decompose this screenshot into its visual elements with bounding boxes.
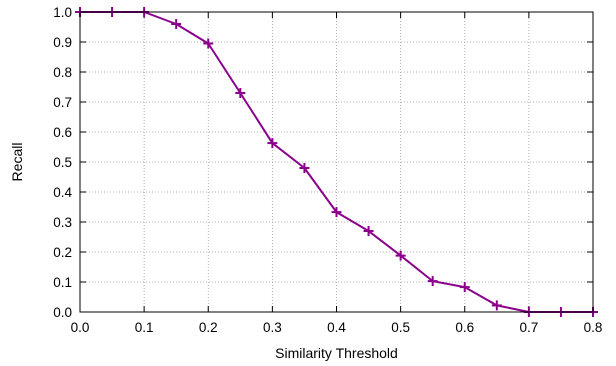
- plot-frame: [79, 11, 594, 313]
- y-tick-label: 0.9: [53, 35, 72, 50]
- data-point-marker: [427, 276, 438, 287]
- y-tick-labels: 0.0 0.1 0.2 0.3 0.4 0.5 0.6 0.7 0.8 0.9 1.0: [53, 5, 72, 320]
- y-axis-label: Recall: [9, 143, 25, 182]
- y-tick-label: 0.2: [53, 245, 72, 260]
- data-point-marker: [171, 19, 182, 29]
- x-tick-label: 0.6: [455, 320, 474, 335]
- data-point-marker: [267, 138, 278, 149]
- x-axis-label: Similarity Threshold: [275, 345, 398, 361]
- data-point-marker: [395, 250, 406, 261]
- grid: [80, 12, 593, 312]
- y-tick-label: 0.3: [53, 215, 72, 230]
- x-tick-label: 0.2: [199, 320, 218, 335]
- x-tick-label: 0.5: [391, 320, 410, 335]
- y-tick-label: 0.7: [53, 95, 72, 110]
- y-tick-label: 1.0: [53, 5, 72, 20]
- x-tick-labels: 0.0 0.1 0.2 0.3 0.4 0.5 0.6 0.7 0.8: [71, 320, 603, 335]
- y-tick-label: 0.0: [53, 305, 72, 320]
- data-point-marker: [299, 163, 310, 173]
- data-point-marker: [203, 38, 214, 49]
- x-tick-label: 0.1: [135, 320, 154, 335]
- y-tick-label: 0.4: [53, 185, 72, 200]
- data-point-marker: [331, 207, 342, 218]
- data-point-marker: [235, 88, 246, 98]
- data-point-marker: [459, 282, 470, 293]
- x-tick-label: 0.4: [327, 320, 346, 335]
- data-point-marker: [363, 226, 374, 236]
- y-tick-label: 0.1: [53, 275, 72, 290]
- x-tick-label: 0.3: [263, 320, 282, 335]
- y-tick-label: 0.5: [53, 155, 72, 170]
- y-tick-label: 0.6: [53, 125, 72, 140]
- data-point-marker: [491, 300, 502, 311]
- y-tick-label: 0.8: [53, 65, 72, 80]
- x-tick-label: 0.0: [71, 320, 90, 335]
- x-tick-label: 0.7: [519, 320, 538, 335]
- x-tick-label: 0.8: [584, 320, 603, 335]
